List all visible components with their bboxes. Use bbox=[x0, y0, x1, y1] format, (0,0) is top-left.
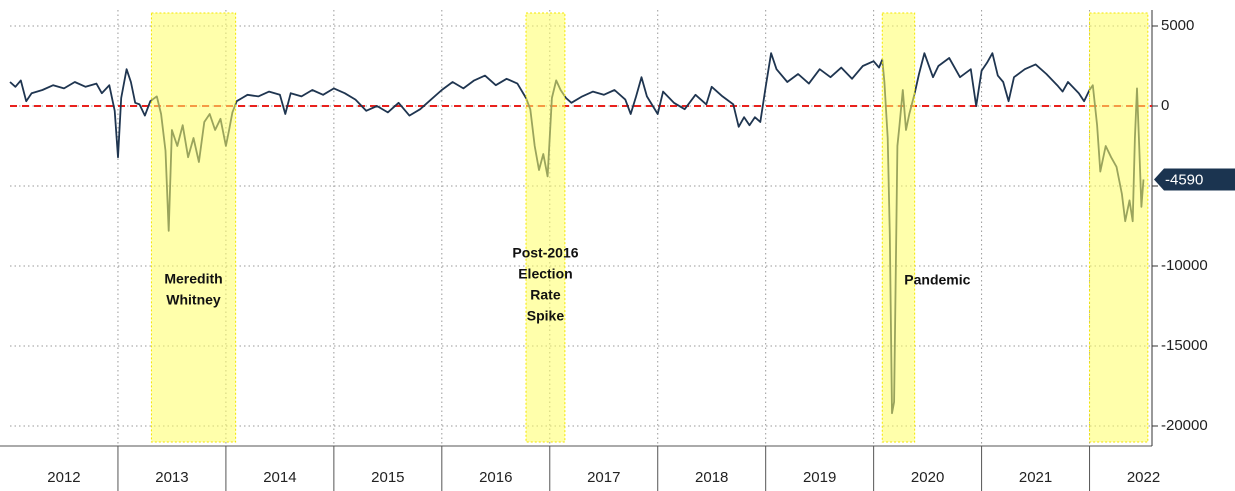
region-label: Election bbox=[518, 266, 572, 282]
x-tick-label: 2021 bbox=[1019, 469, 1052, 486]
shaded-region bbox=[150, 12, 237, 443]
shaded-region bbox=[525, 12, 566, 443]
x-tick-label: 2017 bbox=[587, 469, 620, 486]
region-label: Whitney bbox=[166, 292, 221, 308]
y-tick-label: 5000 bbox=[1161, 17, 1194, 34]
x-tick-label: 2020 bbox=[911, 469, 944, 486]
last-value-box bbox=[1154, 168, 1235, 191]
region-label: Meredith bbox=[164, 271, 222, 287]
x-tick-label: 2019 bbox=[803, 469, 836, 486]
last-value-label: -4590 bbox=[1165, 171, 1203, 188]
region-label: Rate bbox=[530, 287, 561, 303]
shaded-region bbox=[881, 12, 916, 443]
y-tick-label: -15000 bbox=[1161, 337, 1208, 354]
shaded-region bbox=[1089, 12, 1149, 443]
region-label: Spike bbox=[527, 308, 565, 324]
region-label: Post-2016 bbox=[512, 245, 578, 261]
x-tick-label: 2013 bbox=[155, 469, 188, 486]
x-tick-label: 2022 bbox=[1127, 469, 1160, 486]
x-tick-label: 2018 bbox=[695, 469, 728, 486]
y-tick-label: 0 bbox=[1161, 97, 1169, 114]
y-tick-label: -20000 bbox=[1161, 417, 1208, 434]
x-tick-label: 2012 bbox=[47, 469, 80, 486]
x-tick-label: 2015 bbox=[371, 469, 404, 486]
x-tick-label: 2016 bbox=[479, 469, 512, 486]
x-tick-label: 2014 bbox=[263, 469, 296, 486]
y-tick-label: -10000 bbox=[1161, 257, 1208, 274]
region-label: Pandemic bbox=[904, 272, 970, 288]
